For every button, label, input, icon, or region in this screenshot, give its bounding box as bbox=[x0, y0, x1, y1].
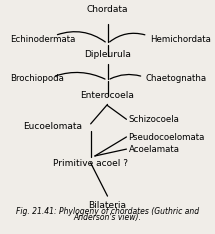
Text: Chaetognatha: Chaetognatha bbox=[145, 73, 207, 83]
Text: Anderson's view).: Anderson's view). bbox=[74, 213, 141, 222]
Text: Dipleurula: Dipleurula bbox=[84, 50, 131, 59]
Text: Schizocoela: Schizocoela bbox=[129, 115, 180, 124]
Text: Pseudocoelomata: Pseudocoelomata bbox=[129, 133, 205, 142]
Text: Enterocoela: Enterocoela bbox=[81, 91, 134, 100]
Text: Eucoelomata: Eucoelomata bbox=[23, 122, 82, 131]
Text: Acoelamata: Acoelamata bbox=[129, 145, 180, 154]
Text: Bilateria: Bilateria bbox=[89, 201, 126, 210]
Text: Primitive acoel ?: Primitive acoel ? bbox=[53, 159, 128, 168]
Text: Chordata: Chordata bbox=[87, 5, 128, 14]
Text: Echinodermata: Echinodermata bbox=[11, 35, 76, 44]
Text: Fig. 21.41: Phylogeny of chordates (Guthric and: Fig. 21.41: Phylogeny of chordates (Guth… bbox=[16, 207, 199, 216]
Text: Brochiopoda: Brochiopoda bbox=[11, 73, 64, 83]
Text: Hemichordata: Hemichordata bbox=[150, 35, 210, 44]
